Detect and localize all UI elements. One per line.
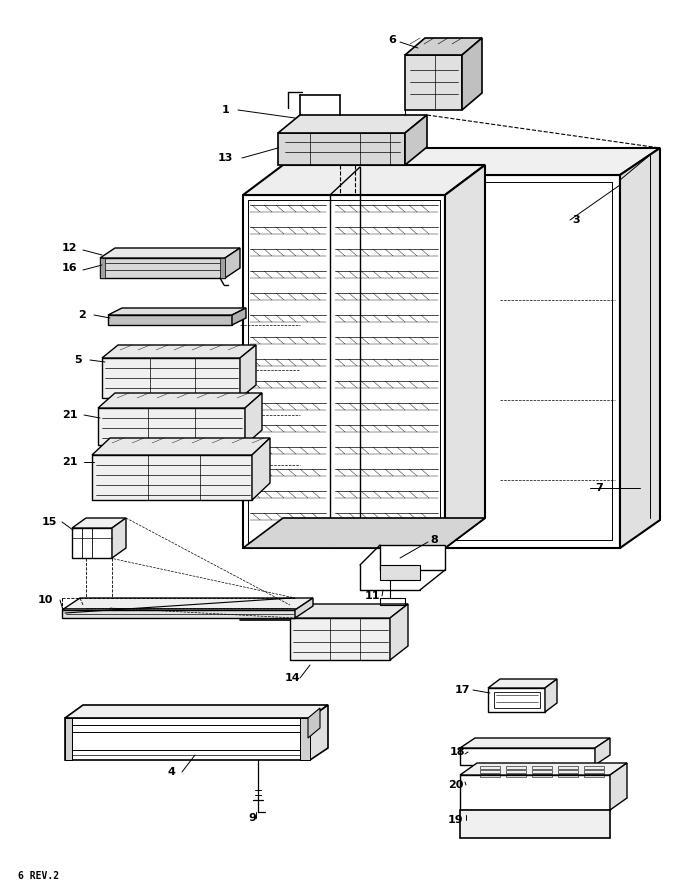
Polygon shape [243, 195, 445, 548]
Polygon shape [460, 738, 610, 748]
Text: 13: 13 [218, 153, 233, 163]
Polygon shape [92, 438, 270, 455]
Circle shape [477, 740, 483, 745]
Text: 21: 21 [62, 457, 78, 467]
Polygon shape [380, 565, 420, 580]
Polygon shape [460, 775, 610, 810]
Polygon shape [375, 175, 620, 548]
Polygon shape [100, 258, 105, 278]
Text: 12: 12 [62, 243, 78, 253]
Polygon shape [310, 705, 328, 760]
Polygon shape [102, 345, 256, 358]
Text: 3: 3 [572, 215, 579, 225]
Text: 1: 1 [222, 105, 230, 115]
Polygon shape [610, 763, 627, 810]
Polygon shape [245, 393, 262, 445]
Polygon shape [290, 618, 390, 660]
Polygon shape [375, 148, 660, 175]
Polygon shape [65, 705, 328, 718]
Polygon shape [72, 528, 112, 558]
Polygon shape [102, 358, 240, 398]
Polygon shape [232, 308, 246, 325]
Polygon shape [278, 115, 427, 133]
Polygon shape [488, 679, 557, 688]
Polygon shape [290, 604, 408, 618]
Polygon shape [390, 604, 408, 660]
Polygon shape [243, 518, 485, 548]
Polygon shape [460, 748, 595, 765]
Text: 21: 21 [62, 410, 78, 420]
Text: 5: 5 [74, 355, 82, 365]
Polygon shape [462, 38, 482, 110]
Polygon shape [100, 258, 225, 278]
Circle shape [562, 740, 566, 745]
Polygon shape [278, 133, 405, 165]
Polygon shape [620, 148, 660, 548]
Polygon shape [295, 598, 313, 618]
Text: 6 REV.2: 6 REV.2 [18, 871, 59, 881]
Text: 10: 10 [38, 595, 53, 605]
Text: 18: 18 [450, 747, 466, 757]
Text: 20: 20 [448, 780, 463, 790]
Polygon shape [220, 258, 225, 278]
Polygon shape [252, 438, 270, 500]
Text: 15: 15 [42, 517, 57, 527]
Polygon shape [595, 738, 610, 765]
Text: 16: 16 [62, 263, 78, 273]
Polygon shape [445, 165, 485, 548]
Polygon shape [112, 518, 126, 558]
Polygon shape [62, 610, 295, 618]
Polygon shape [488, 688, 545, 712]
Polygon shape [545, 679, 557, 712]
Text: 9: 9 [248, 813, 256, 823]
Polygon shape [108, 308, 246, 315]
Text: 2: 2 [78, 310, 86, 320]
Circle shape [534, 740, 539, 745]
Polygon shape [243, 165, 485, 195]
Text: 7: 7 [595, 483, 602, 493]
Polygon shape [240, 345, 256, 398]
Polygon shape [460, 810, 610, 838]
Text: 4: 4 [168, 767, 176, 777]
Polygon shape [405, 115, 427, 165]
Polygon shape [405, 38, 482, 55]
Text: 14: 14 [285, 673, 301, 683]
Text: 8: 8 [430, 535, 438, 545]
Text: 19: 19 [448, 815, 464, 825]
Polygon shape [225, 248, 240, 278]
Polygon shape [62, 598, 313, 610]
Polygon shape [460, 763, 627, 775]
Polygon shape [98, 393, 262, 408]
Text: 17: 17 [455, 685, 471, 695]
Polygon shape [300, 718, 310, 760]
Circle shape [562, 745, 566, 749]
Circle shape [505, 740, 511, 745]
Polygon shape [92, 455, 252, 500]
Polygon shape [98, 408, 245, 445]
Polygon shape [108, 315, 232, 325]
Text: 11: 11 [365, 591, 381, 601]
Polygon shape [65, 718, 310, 760]
Circle shape [505, 745, 511, 749]
Polygon shape [65, 718, 72, 760]
Text: 6: 6 [388, 35, 396, 45]
Polygon shape [308, 708, 320, 738]
Polygon shape [72, 518, 126, 528]
Circle shape [534, 745, 539, 749]
Polygon shape [380, 545, 445, 570]
Polygon shape [100, 248, 240, 258]
Polygon shape [405, 55, 462, 110]
Circle shape [477, 745, 483, 749]
